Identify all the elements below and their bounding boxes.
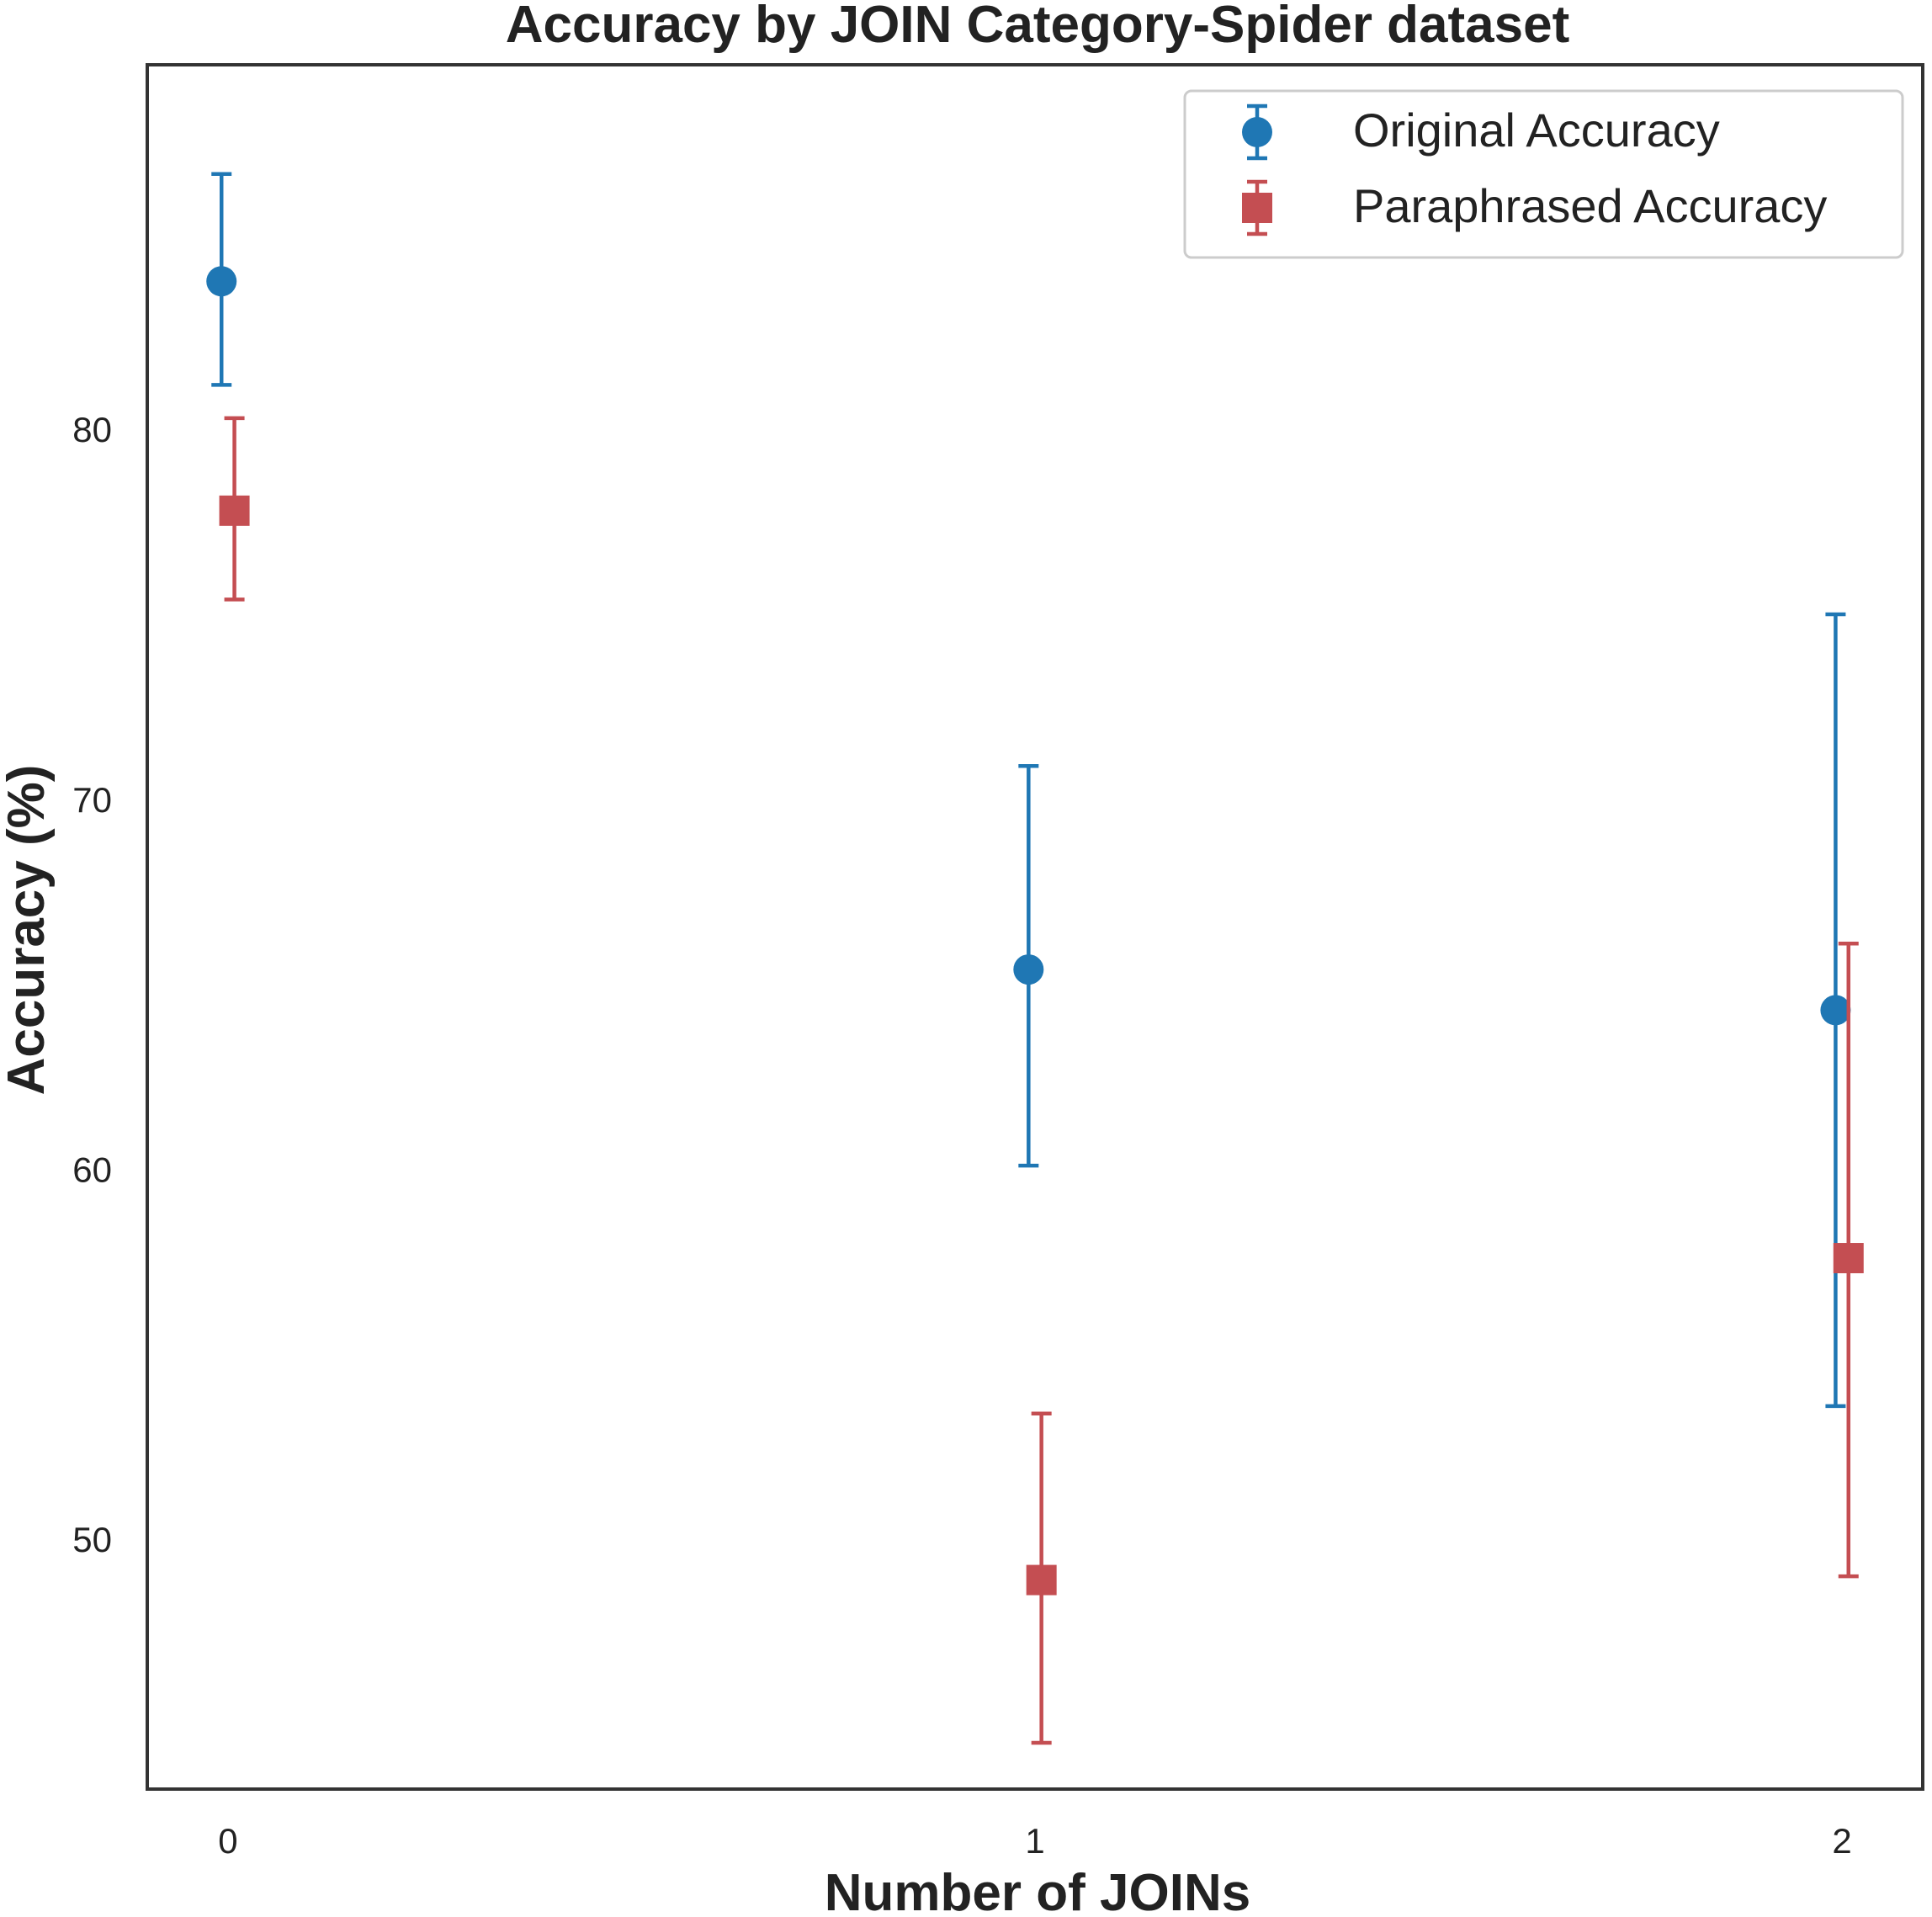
y-tick-label: 60 bbox=[72, 1150, 112, 1190]
legend-box bbox=[1183, 89, 1904, 259]
data-series bbox=[206, 172, 1864, 1745]
legend-label: Original Accuracy bbox=[1353, 104, 1720, 157]
legend-marker bbox=[1242, 193, 1272, 223]
y-tick-label: 50 bbox=[72, 1520, 112, 1559]
plot-frame bbox=[146, 63, 1924, 1791]
x-tick-label: 1 bbox=[1025, 1821, 1044, 1861]
data-point bbox=[1820, 995, 1851, 1026]
series-paraphrased bbox=[219, 416, 1864, 1745]
data-point bbox=[219, 495, 250, 526]
y-tick-label: 80 bbox=[72, 410, 112, 449]
x-tick-label: 0 bbox=[218, 1821, 237, 1861]
chart-title: Accuracy by JOIN Category-Spider dataset bbox=[506, 0, 1570, 54]
legend-entry: Original Accuracy bbox=[1242, 104, 1720, 161]
data-point bbox=[206, 266, 237, 297]
x-axis-label: Number of JOINs bbox=[825, 1864, 1250, 1917]
legend: Original Accuracy Paraphrased Accuracy bbox=[1183, 89, 1904, 259]
data-point bbox=[1013, 954, 1044, 985]
legend-marker bbox=[1242, 117, 1272, 147]
legend-label: Paraphrased Accuracy bbox=[1353, 179, 1827, 232]
series-original bbox=[206, 172, 1851, 1409]
x-tick-label: 2 bbox=[1832, 1821, 1851, 1861]
data-point bbox=[1833, 1243, 1864, 1274]
x-axis-ticks: 0 1 2 bbox=[218, 1821, 1852, 1861]
legend-entry: Paraphrased Accuracy bbox=[1242, 179, 1827, 236]
y-axis-label: Accuracy (%) bbox=[0, 765, 56, 1096]
y-tick-label: 70 bbox=[72, 780, 112, 820]
data-point bbox=[1026, 1564, 1057, 1596]
y-axis-ticks: 50 60 70 80 bbox=[72, 410, 112, 1559]
